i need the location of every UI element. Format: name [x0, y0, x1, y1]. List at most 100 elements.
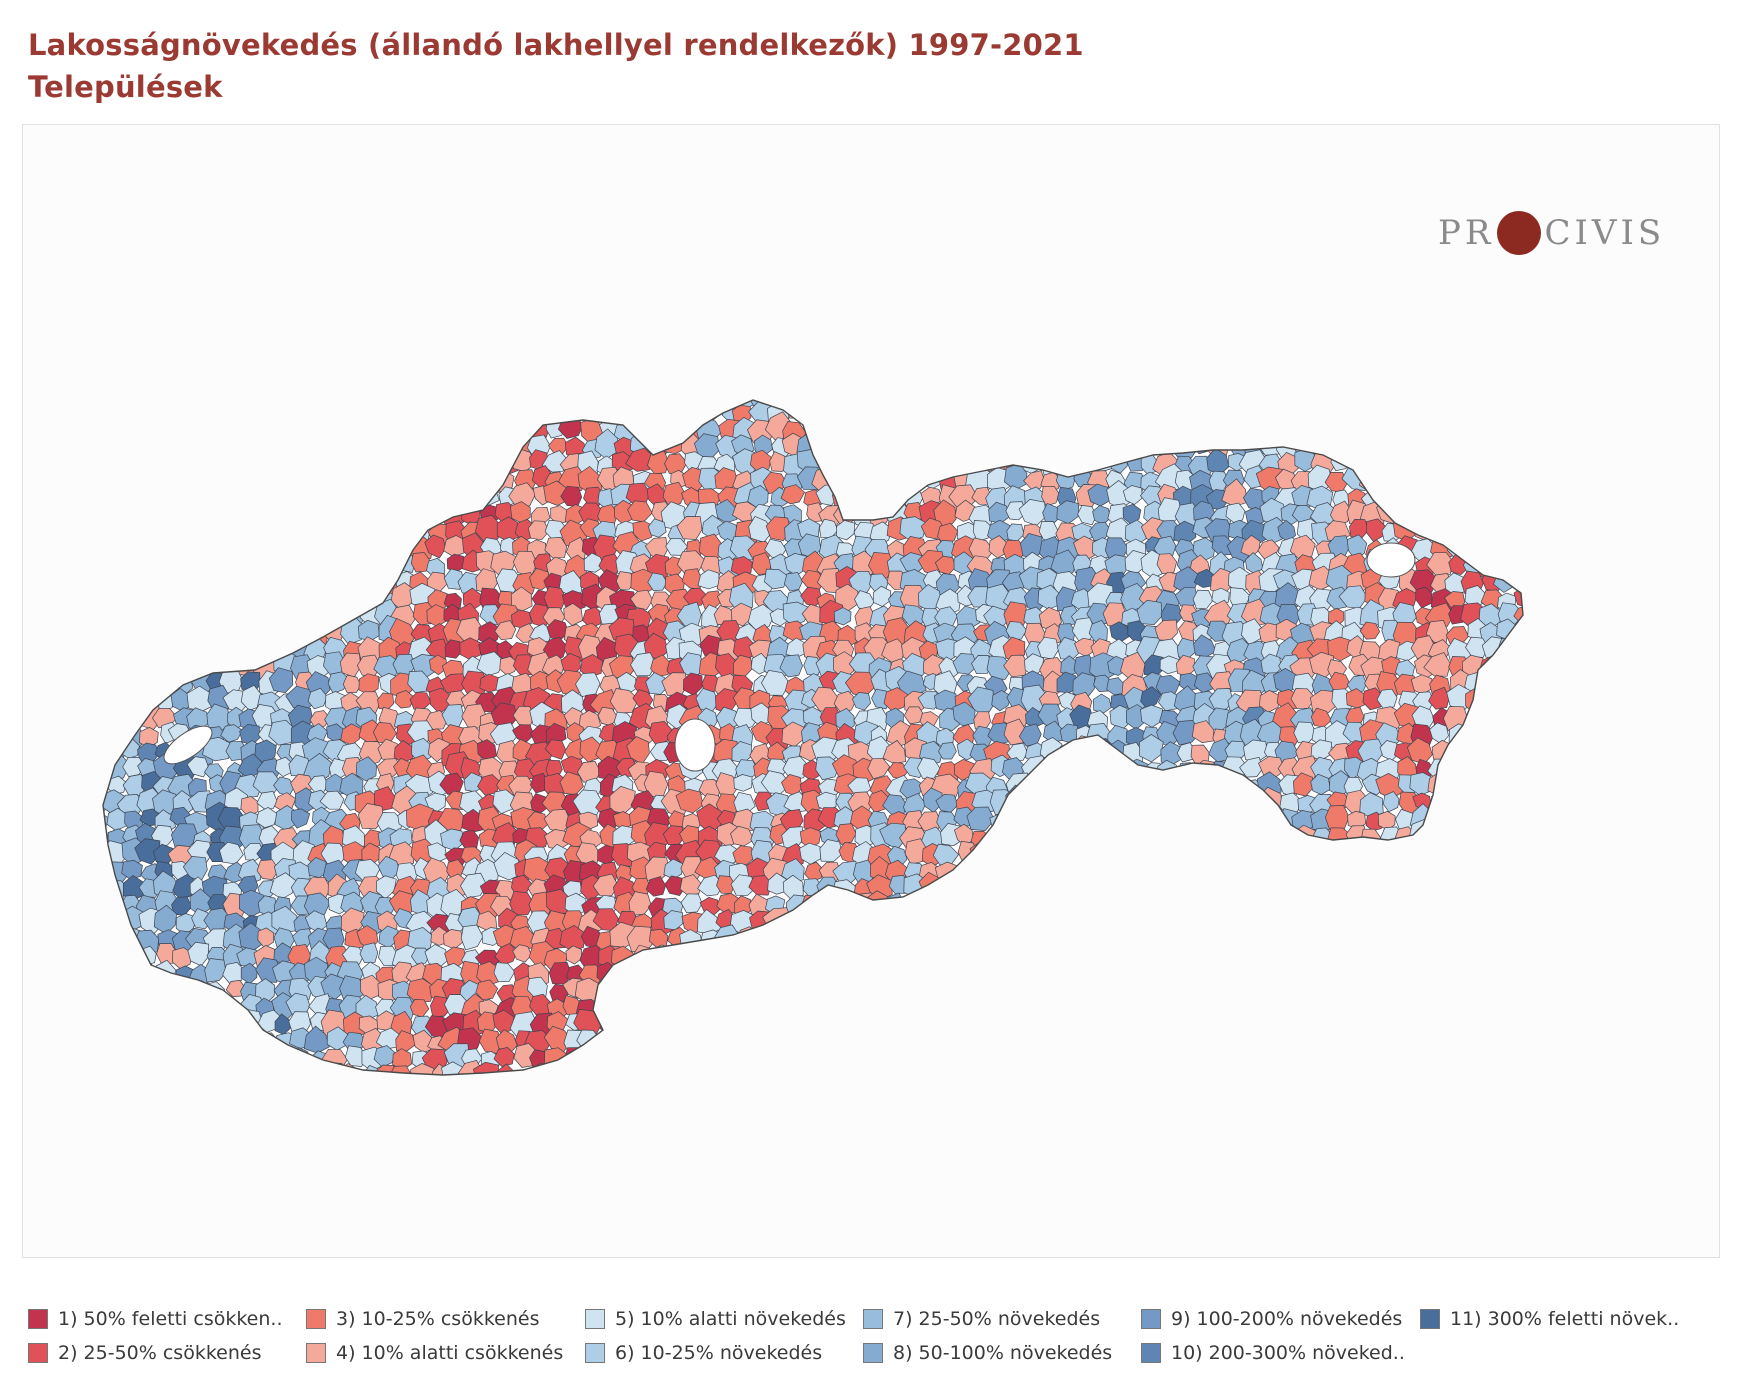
settlement-cell[interactable]: [863, 399, 892, 425]
settlement-cell[interactable]: [1124, 792, 1146, 812]
settlement-cell[interactable]: [820, 928, 845, 951]
settlement-cell[interactable]: [1328, 926, 1353, 950]
settlement-cell[interactable]: [1228, 928, 1249, 949]
settlement-cell[interactable]: [1071, 617, 1095, 642]
settlement-cell[interactable]: [1023, 978, 1047, 1007]
settlement-cell[interactable]: [1480, 839, 1503, 865]
settlement-cell[interactable]: [204, 448, 230, 475]
settlement-cell[interactable]: [245, 592, 263, 613]
settlement-cell[interactable]: [392, 533, 411, 558]
settlement-cell[interactable]: [1516, 890, 1539, 917]
settlement-cell[interactable]: [1326, 399, 1348, 422]
settlement-cell[interactable]: [1326, 877, 1350, 897]
settlement-cell[interactable]: [154, 384, 179, 409]
settlement-cell[interactable]: [991, 690, 1012, 712]
settlement-cell[interactable]: [1242, 908, 1267, 933]
settlement-cell[interactable]: [830, 946, 857, 970]
settlement-cell[interactable]: [491, 416, 517, 443]
settlement-cell[interactable]: [1105, 1045, 1125, 1068]
settlement-cell[interactable]: [1511, 1031, 1533, 1053]
settlement-cell[interactable]: [788, 1030, 806, 1054]
settlement-cell[interactable]: [136, 446, 162, 475]
settlement-cell[interactable]: [1107, 938, 1130, 968]
settlement-cell[interactable]: [625, 974, 651, 1005]
settlement-cell[interactable]: [1156, 945, 1182, 966]
settlement-cell[interactable]: [785, 637, 806, 658]
settlement-cell[interactable]: [816, 995, 844, 1021]
settlement-cell[interactable]: [1414, 432, 1439, 458]
settlement-cell[interactable]: [511, 382, 538, 406]
settlement-cell[interactable]: [225, 1061, 246, 1081]
settlement-cell[interactable]: [1105, 771, 1127, 793]
settlement-cell[interactable]: [105, 1016, 127, 1037]
settlement-cell[interactable]: [985, 418, 1012, 442]
settlement-cell[interactable]: [1190, 793, 1211, 814]
settlement-cell[interactable]: [1016, 401, 1045, 427]
settlement-cell[interactable]: [871, 992, 896, 1015]
settlement-cell[interactable]: [356, 469, 381, 496]
settlement-cell[interactable]: [987, 845, 1008, 866]
settlement-cell[interactable]: [903, 960, 926, 985]
settlement-cell[interactable]: [646, 991, 674, 1020]
settlement-cell[interactable]: [1120, 858, 1144, 883]
settlement-cell[interactable]: [905, 453, 928, 475]
legend-item-6[interactable]: 6) 10-25% növekedés: [585, 1340, 822, 1366]
settlement-cell[interactable]: [1326, 1013, 1351, 1039]
settlement-cell[interactable]: [1034, 840, 1064, 868]
settlement-cell[interactable]: [709, 1010, 740, 1036]
settlement-cell[interactable]: [1500, 740, 1523, 760]
settlement-cell[interactable]: [256, 398, 282, 423]
settlement-cell[interactable]: [1432, 842, 1457, 864]
settlement-cell[interactable]: [88, 574, 112, 596]
settlement-cell[interactable]: [1340, 859, 1369, 882]
settlement-cell[interactable]: [1105, 998, 1125, 1016]
settlement-cell[interactable]: [1021, 421, 1043, 442]
settlement-cell[interactable]: [1278, 945, 1302, 969]
settlement-cell[interactable]: [1518, 1000, 1538, 1020]
settlement-cell[interactable]: [1189, 925, 1217, 953]
settlement-cell[interactable]: [1258, 908, 1283, 940]
settlement-cell[interactable]: [1325, 1047, 1351, 1074]
settlement-cell[interactable]: [1363, 421, 1388, 444]
settlement-cell[interactable]: [855, 387, 874, 404]
settlement-cell[interactable]: [170, 1063, 193, 1090]
settlement-cell[interactable]: [797, 974, 822, 1003]
settlement-cell[interactable]: [981, 398, 1013, 422]
settlement-cell[interactable]: [835, 449, 862, 471]
settlement-cell[interactable]: [393, 452, 419, 477]
settlement-cell[interactable]: [255, 556, 277, 577]
settlement-cell[interactable]: [783, 572, 803, 592]
settlement-cell[interactable]: [1071, 892, 1093, 916]
settlement-cell[interactable]: [1477, 777, 1507, 799]
settlement-cell[interactable]: [137, 556, 163, 582]
settlement-cell[interactable]: [676, 516, 703, 540]
settlement-cell[interactable]: [1396, 1061, 1421, 1084]
settlement-cell[interactable]: [310, 487, 332, 507]
settlement-cell[interactable]: [1263, 860, 1284, 883]
settlement-cell[interactable]: [1463, 454, 1483, 474]
settlement-cell[interactable]: [1375, 1065, 1401, 1089]
settlement-cell[interactable]: [1172, 792, 1200, 817]
settlement-cell[interactable]: [1346, 895, 1370, 921]
settlement-cell[interactable]: [1189, 877, 1212, 899]
settlement-cell[interactable]: [99, 671, 125, 702]
settlement-cell[interactable]: [660, 947, 689, 972]
settlement-cell[interactable]: [238, 414, 265, 442]
settlement-cell[interactable]: [1412, 1012, 1433, 1035]
settlement-cell[interactable]: [989, 1044, 1014, 1068]
settlement-cell[interactable]: [900, 1030, 924, 1053]
settlement-cell[interactable]: [1498, 686, 1523, 713]
settlement-cell[interactable]: [1087, 1067, 1110, 1087]
settlement-cell[interactable]: [934, 417, 960, 442]
settlement-cell[interactable]: [153, 603, 182, 630]
settlement-cell[interactable]: [1496, 924, 1520, 949]
settlement-cell[interactable]: [1294, 401, 1318, 426]
settlement-cell[interactable]: [188, 574, 208, 596]
settlement-cell[interactable]: [320, 430, 345, 460]
settlement-cell[interactable]: [1416, 897, 1435, 918]
settlement-cell[interactable]: [124, 519, 146, 543]
settlement-cell[interactable]: [1121, 387, 1145, 409]
settlement-cell[interactable]: [1344, 400, 1362, 423]
settlement-cell[interactable]: [785, 1009, 810, 1036]
settlement-cell[interactable]: [1207, 792, 1229, 815]
